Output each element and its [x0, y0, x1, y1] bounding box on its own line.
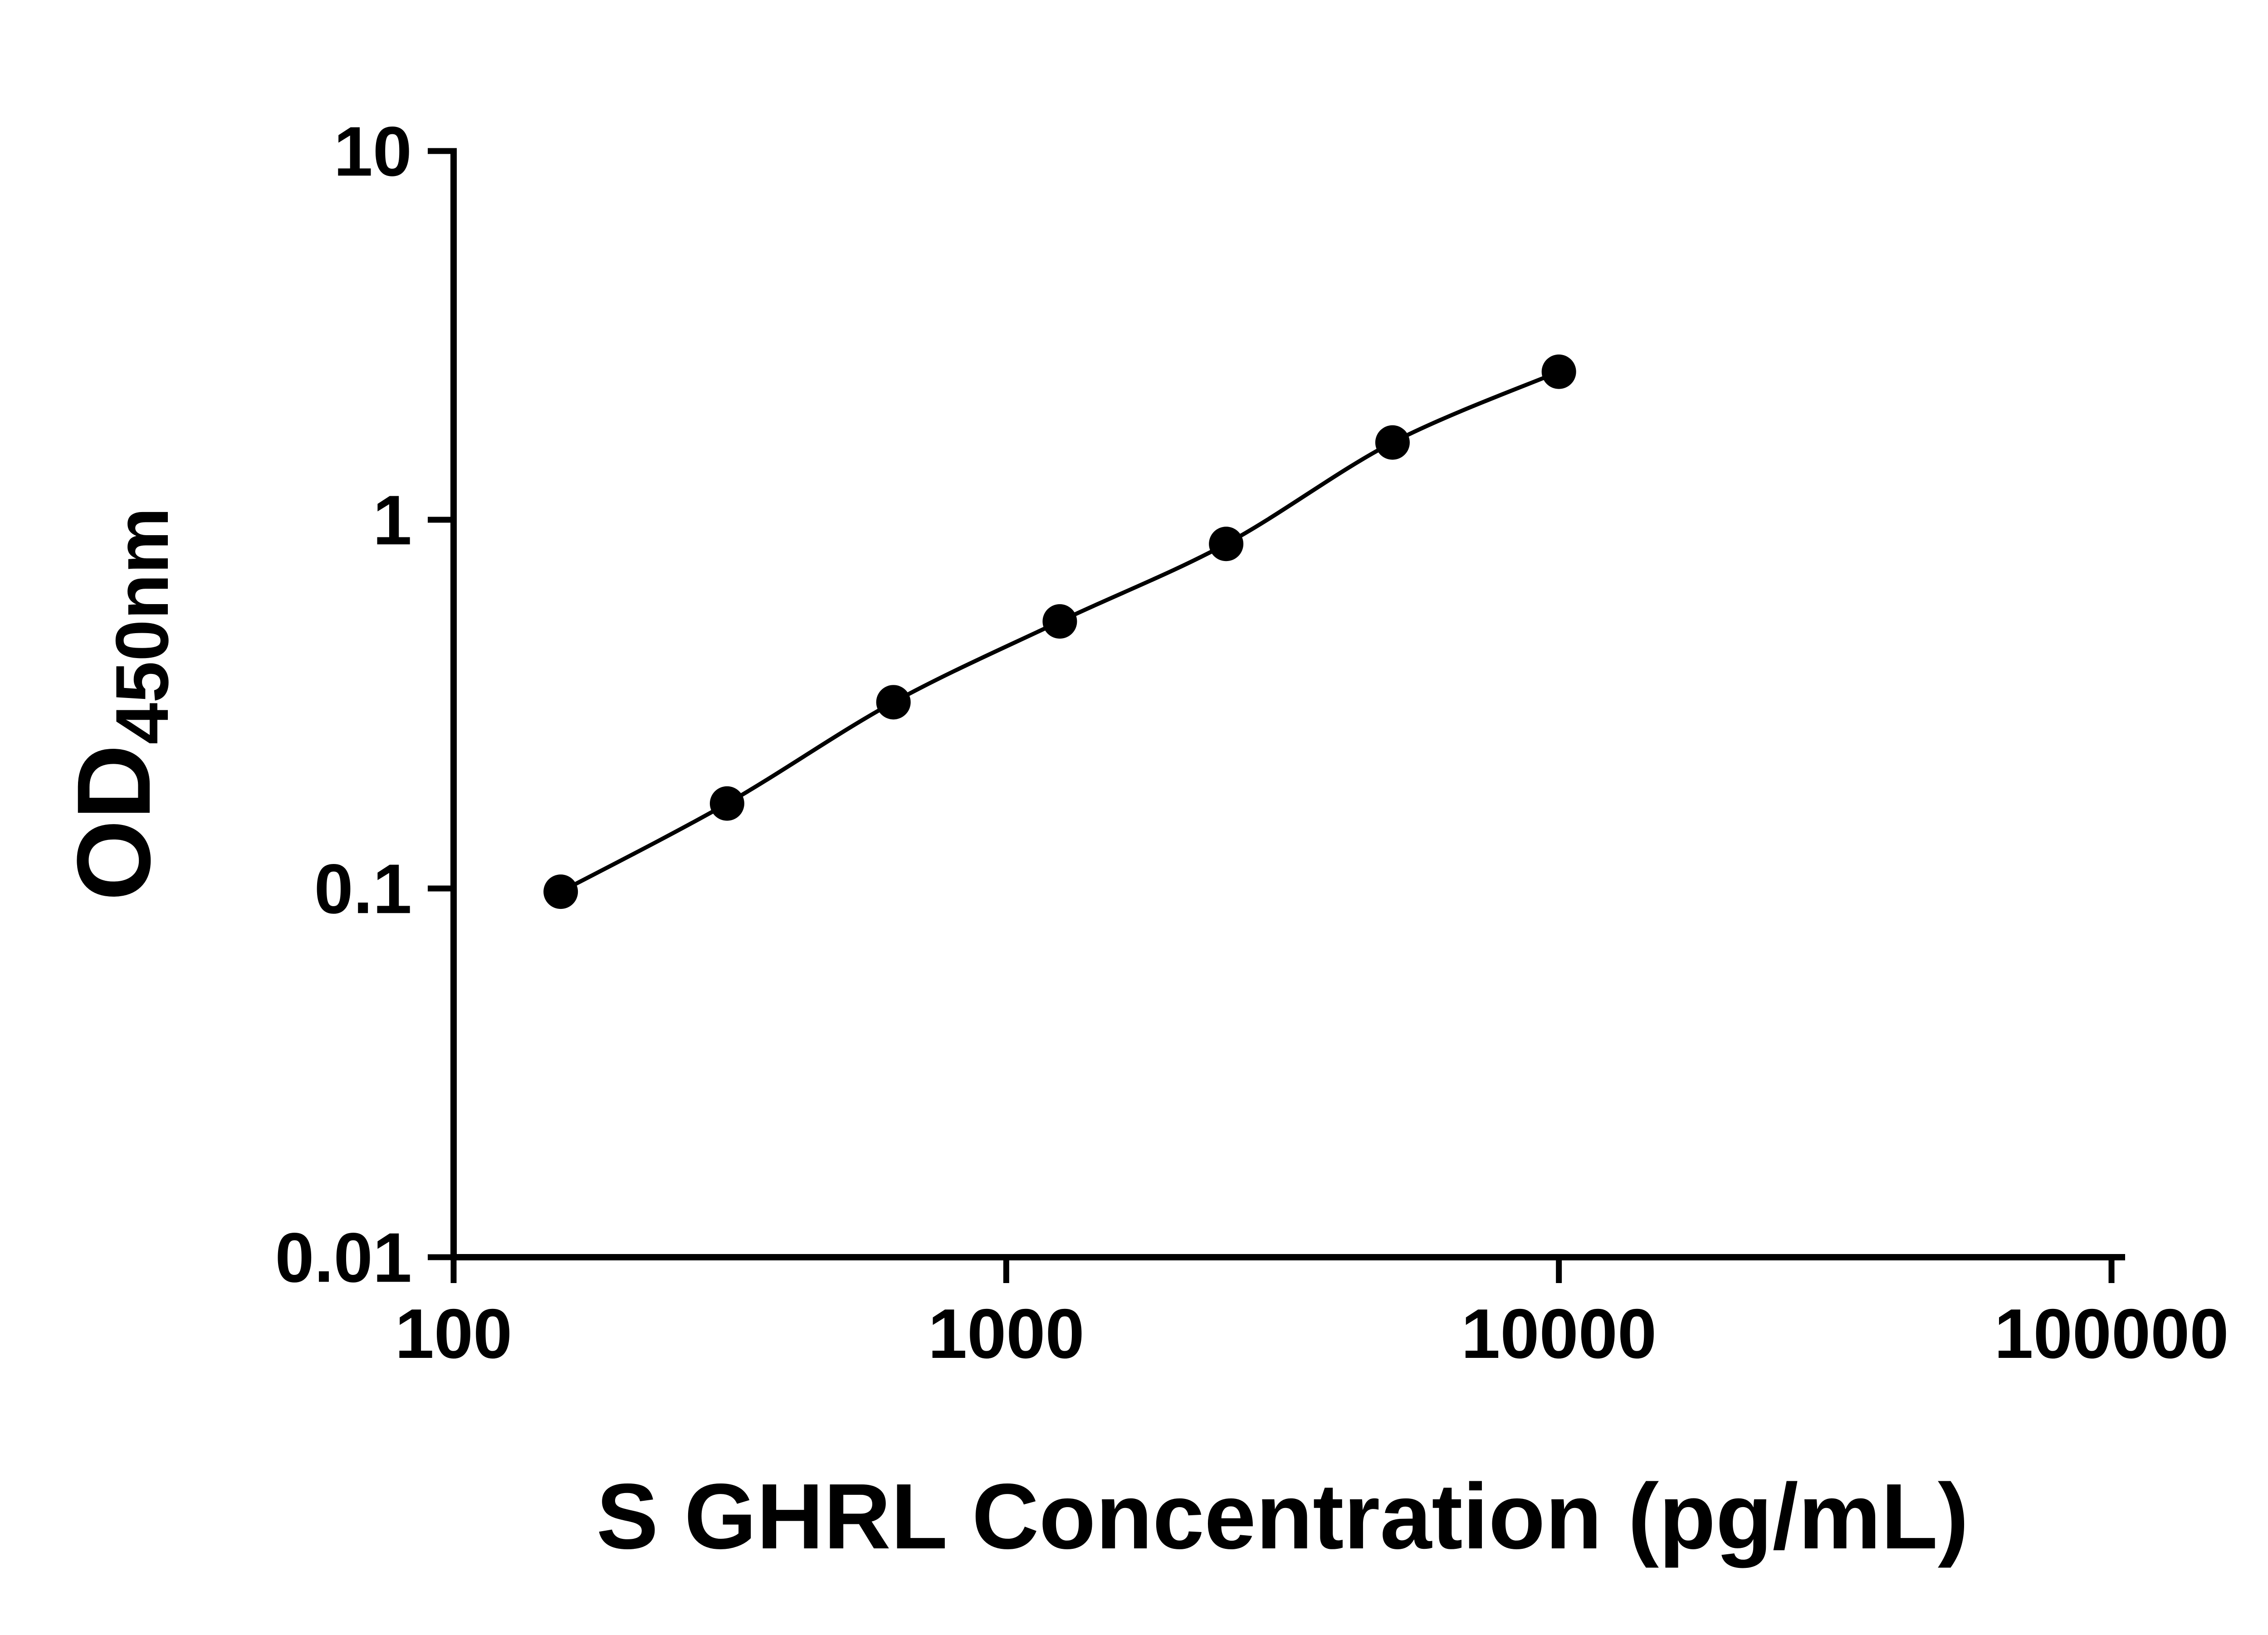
data-point	[543, 874, 578, 909]
x-tick-label: 100	[395, 1294, 513, 1373]
axes	[450, 148, 2125, 1260]
data-point	[1375, 425, 1410, 460]
x-tick-label: 10000	[1461, 1294, 1657, 1373]
x-axis-ticks: 100 1000 10000 100000	[395, 1257, 2229, 1373]
data-point	[876, 685, 911, 720]
y-axis-title: OD450nm	[55, 508, 184, 901]
y-tick-label: 0.1	[314, 849, 412, 928]
y-tick-label: 10	[334, 112, 412, 190]
data-points	[543, 354, 1576, 909]
x-axis-title: S GHRL Concentration (pg/mL)	[596, 1464, 1969, 1568]
data-point	[709, 786, 744, 821]
x-tick-label: 100000	[1994, 1294, 2229, 1373]
data-point	[1541, 354, 1576, 389]
y-tick-label: 1	[373, 481, 412, 559]
data-point	[1042, 604, 1077, 639]
y-axis-ticks: 10 1 0.1 0.01	[275, 112, 454, 1297]
data-point	[1209, 527, 1244, 561]
y-tick-label: 0.01	[275, 1218, 412, 1297]
x-tick-label: 1000	[928, 1294, 1085, 1373]
